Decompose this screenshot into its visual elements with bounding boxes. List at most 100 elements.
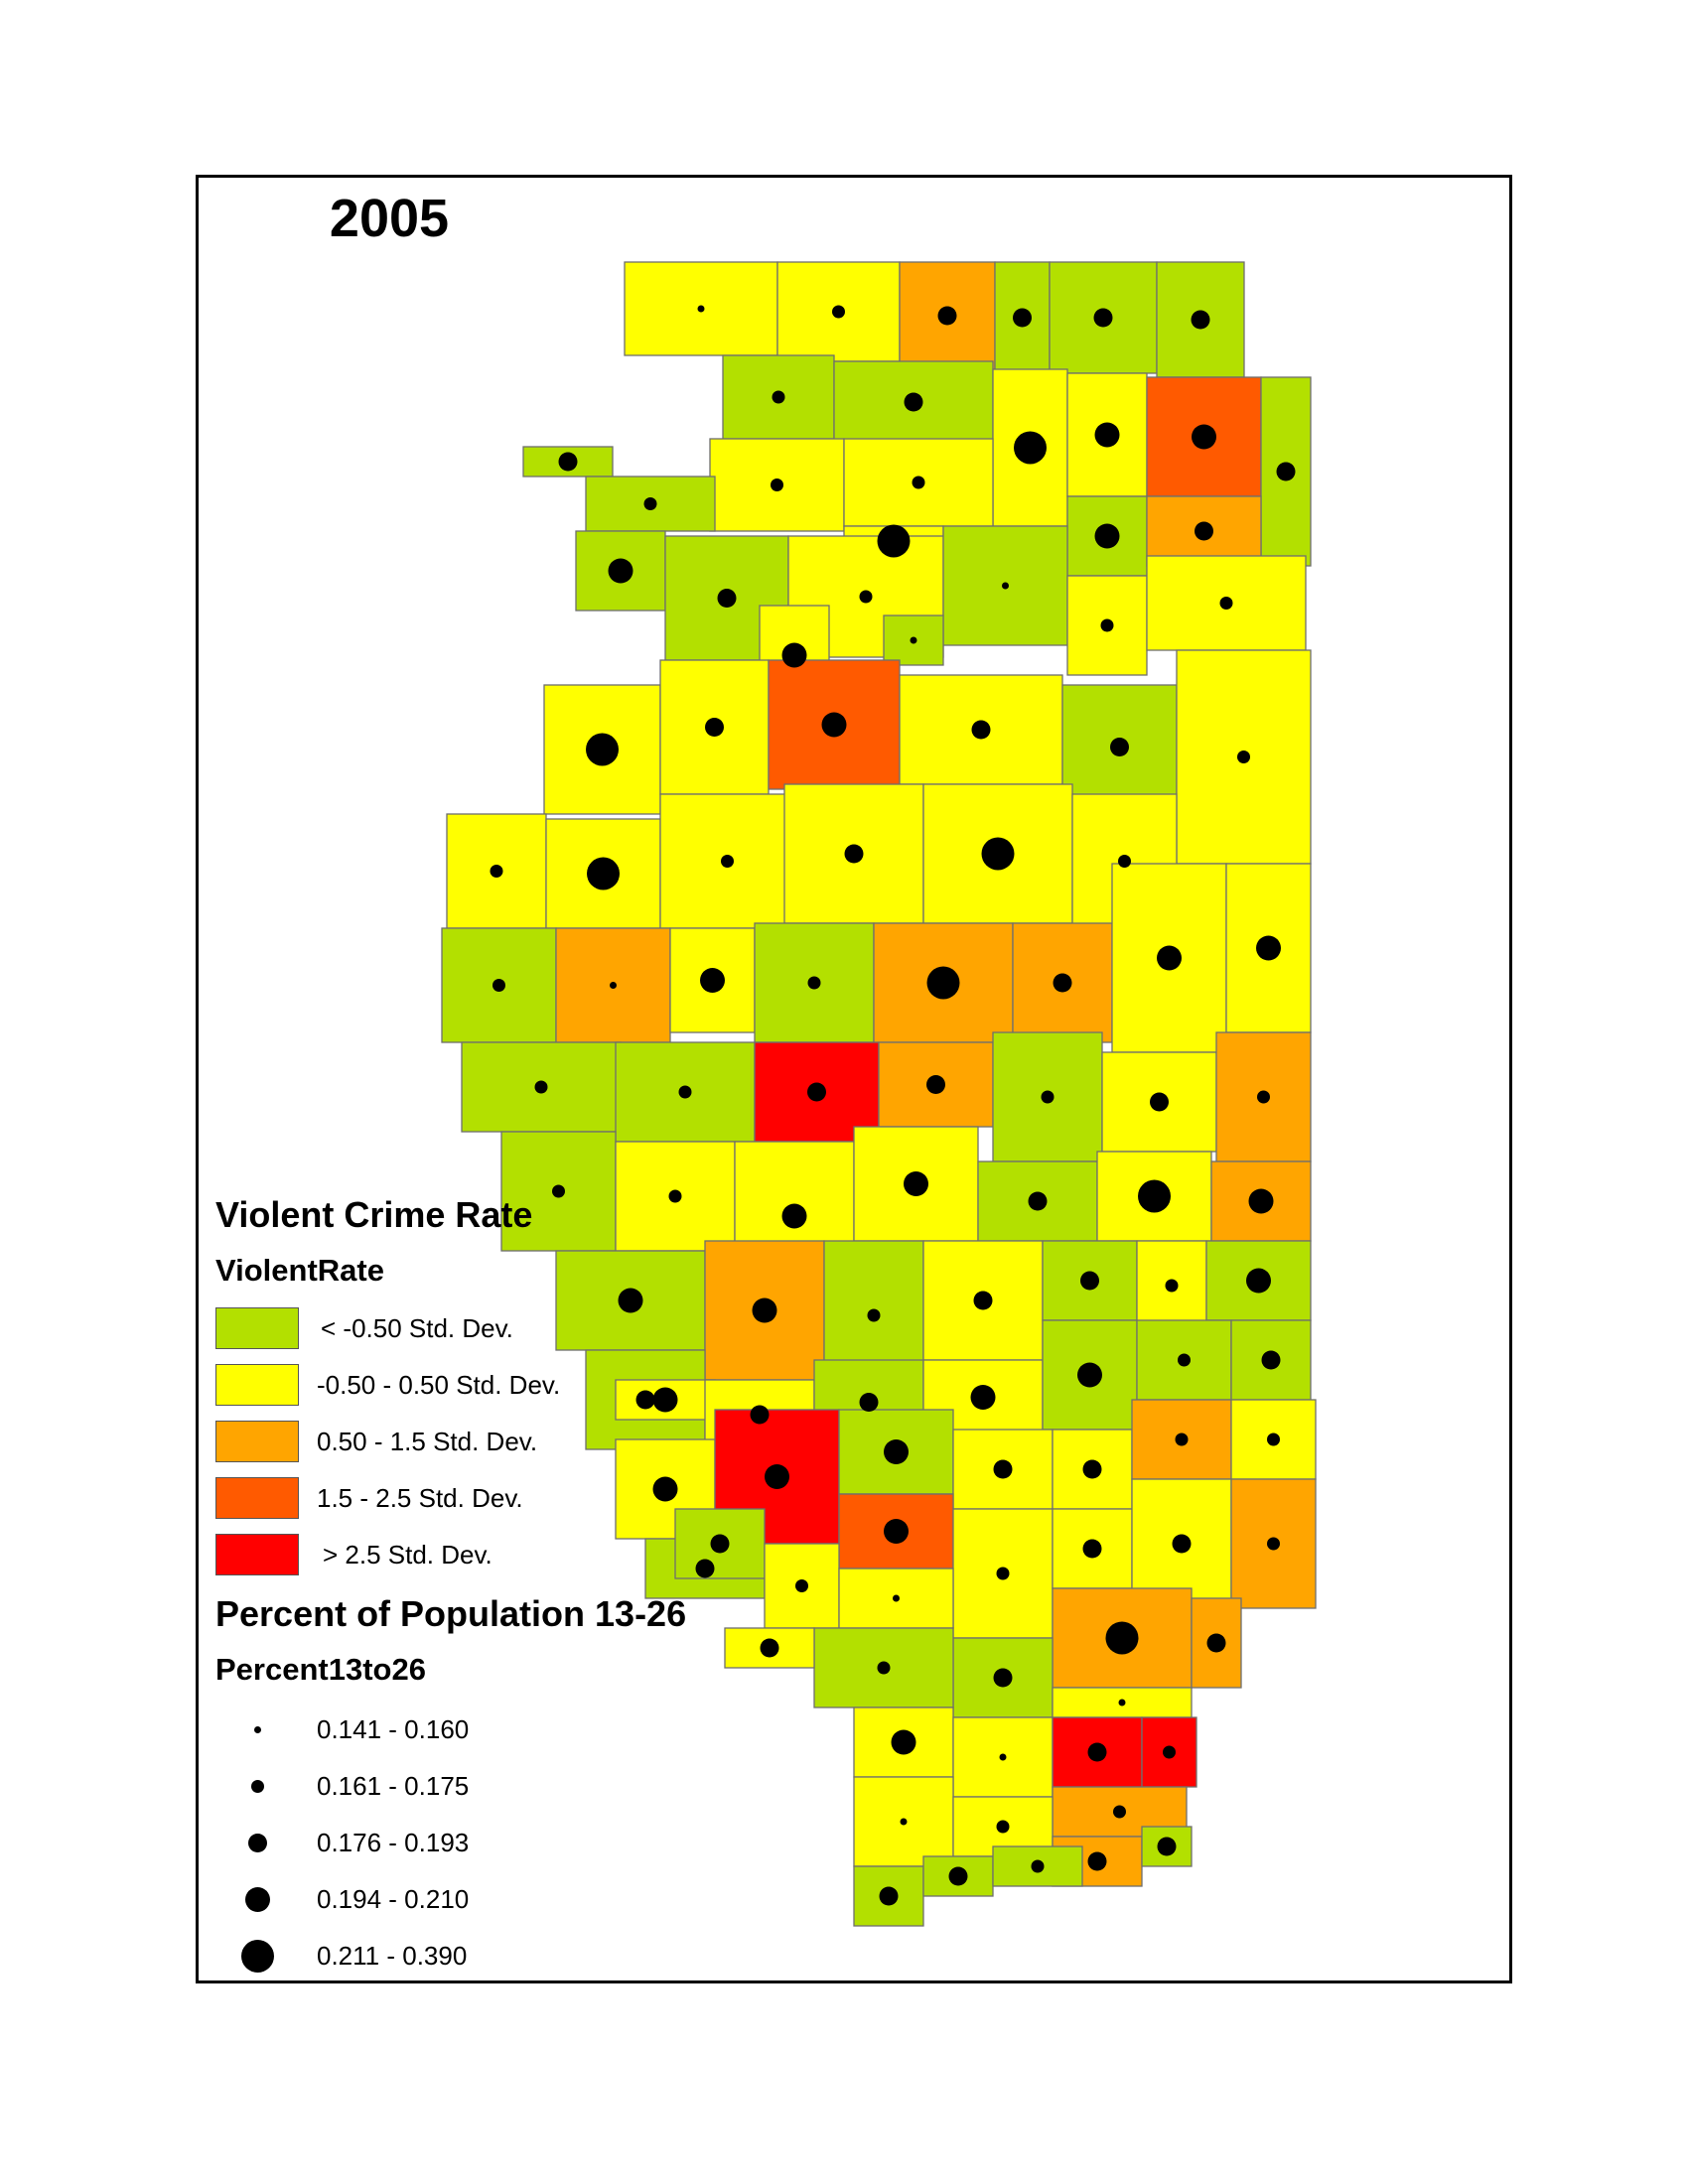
population-dot <box>1041 1090 1055 1104</box>
map-title: 2005 <box>329 189 450 248</box>
population-dot <box>879 1886 899 1906</box>
population-dot <box>1219 597 1233 610</box>
legend-label: -0.50 - 0.50 Std. Dev. <box>317 1369 561 1400</box>
population-dot <box>1082 1539 1102 1559</box>
population-dot <box>1237 751 1250 763</box>
population-dot <box>1257 1090 1270 1104</box>
population-dot <box>1118 855 1131 868</box>
population-dot <box>608 558 633 584</box>
population-dot <box>1172 1534 1192 1554</box>
population-dot <box>772 390 785 404</box>
size-class-3: 0.176 - 0.193 <box>215 1821 469 1864</box>
legend-swatch <box>215 1477 299 1519</box>
population-dot <box>1248 1188 1274 1214</box>
population-dot <box>904 1171 928 1196</box>
legend-class-2: -0.50 - 0.50 Std. Dev. <box>215 1363 560 1407</box>
population-dot <box>993 1459 1013 1479</box>
legend-swatch <box>215 1421 299 1462</box>
population-dot <box>996 1820 1010 1834</box>
population-dot <box>832 305 845 319</box>
population-dot <box>900 1818 908 1826</box>
size-class-5: 0.211 - 0.390 <box>215 1934 467 1978</box>
population-dot <box>877 524 911 558</box>
population-dot <box>552 1184 565 1198</box>
size-legend-heading: Percent of Population 13-26 <box>215 1593 687 1634</box>
population-dot <box>618 1288 643 1313</box>
population-dot <box>981 837 1015 871</box>
map-frame <box>196 175 1512 1983</box>
population-dot <box>781 642 807 668</box>
population-dot <box>710 1534 730 1554</box>
population-dot <box>1028 1191 1048 1211</box>
population-dot <box>1110 738 1129 756</box>
population-dot <box>490 865 503 878</box>
legend-label: < -0.50 Std. Dev. <box>321 1312 513 1343</box>
legend-label: 0.141 - 0.160 <box>317 1713 470 1744</box>
population-dot <box>1256 935 1281 961</box>
legend-label: 0.161 - 0.175 <box>317 1770 470 1801</box>
population-dot <box>1002 582 1009 590</box>
population-dot <box>1206 1633 1226 1653</box>
population-dot <box>993 1668 1013 1688</box>
population-dot <box>1157 1837 1177 1856</box>
population-dot <box>781 1203 807 1229</box>
population-dot <box>1013 308 1032 328</box>
population-dot <box>1105 1621 1139 1655</box>
legend-label: 0.50 - 1.5 Std. Dev. <box>317 1426 538 1456</box>
population-dot <box>910 636 917 644</box>
population-dot <box>1100 618 1114 632</box>
population-dot <box>750 1405 770 1425</box>
size-class-2: 0.161 - 0.175 <box>215 1764 469 1808</box>
population-dot <box>1165 1279 1179 1293</box>
size-class-1: 0.141 - 0.160 <box>215 1707 469 1751</box>
population-dot <box>610 982 617 989</box>
population-dot <box>999 1753 1007 1761</box>
population-dot <box>937 306 957 326</box>
dot-symbol <box>240 1939 274 1973</box>
population-dot <box>1087 1742 1107 1762</box>
population-dot <box>821 712 847 738</box>
population-dot <box>1014 431 1047 465</box>
population-dot <box>721 855 734 868</box>
population-dot <box>586 733 619 766</box>
population-dot <box>1118 1699 1126 1706</box>
county <box>709 438 845 532</box>
population-dot <box>1077 1362 1102 1388</box>
population-dot <box>1261 1350 1281 1370</box>
population-dot <box>891 1729 916 1755</box>
dot-symbol <box>244 1886 270 1912</box>
dot-symbol <box>247 1833 267 1852</box>
dot-symbol <box>253 1725 261 1733</box>
population-dot <box>877 1661 891 1675</box>
population-dot <box>1113 1805 1126 1819</box>
size-class-4: 0.194 - 0.210 <box>215 1877 469 1921</box>
population-dot <box>771 478 783 491</box>
population-dot <box>904 392 923 412</box>
population-dot <box>697 305 705 313</box>
population-dot <box>1191 310 1210 330</box>
population-dot <box>1094 523 1120 549</box>
population-dot <box>705 718 724 737</box>
population-dot <box>1082 1459 1102 1479</box>
population-dot <box>1080 1271 1099 1291</box>
population-dot <box>1163 1745 1176 1759</box>
population-dot <box>926 966 960 1000</box>
population-dot <box>996 1567 1010 1580</box>
population-dot <box>1178 1353 1191 1367</box>
legend-class-1: < -0.50 Std. Dev. <box>215 1306 513 1350</box>
population-dot <box>1093 308 1113 328</box>
legend-swatch <box>215 1307 299 1349</box>
legend-swatch <box>215 1364 299 1406</box>
population-dot <box>1138 1179 1171 1213</box>
population-dot <box>859 1393 879 1412</box>
population-dot <box>1094 422 1120 448</box>
population-dot <box>1267 1537 1280 1551</box>
population-dot <box>1175 1433 1189 1446</box>
population-dot <box>1276 462 1296 481</box>
population-dot <box>807 1082 826 1102</box>
population-dot <box>587 857 620 890</box>
population-dot <box>534 1080 548 1094</box>
population-dot <box>635 1390 655 1410</box>
population-dot <box>1157 945 1182 971</box>
